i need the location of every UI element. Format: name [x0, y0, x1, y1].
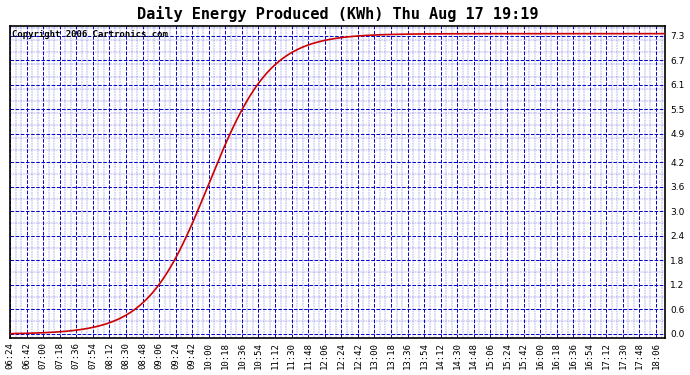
Title: Daily Energy Produced (KWh) Thu Aug 17 19:19: Daily Energy Produced (KWh) Thu Aug 17 1…: [137, 6, 538, 21]
Text: Copyright 2006 Cartronics.com: Copyright 2006 Cartronics.com: [12, 30, 168, 39]
